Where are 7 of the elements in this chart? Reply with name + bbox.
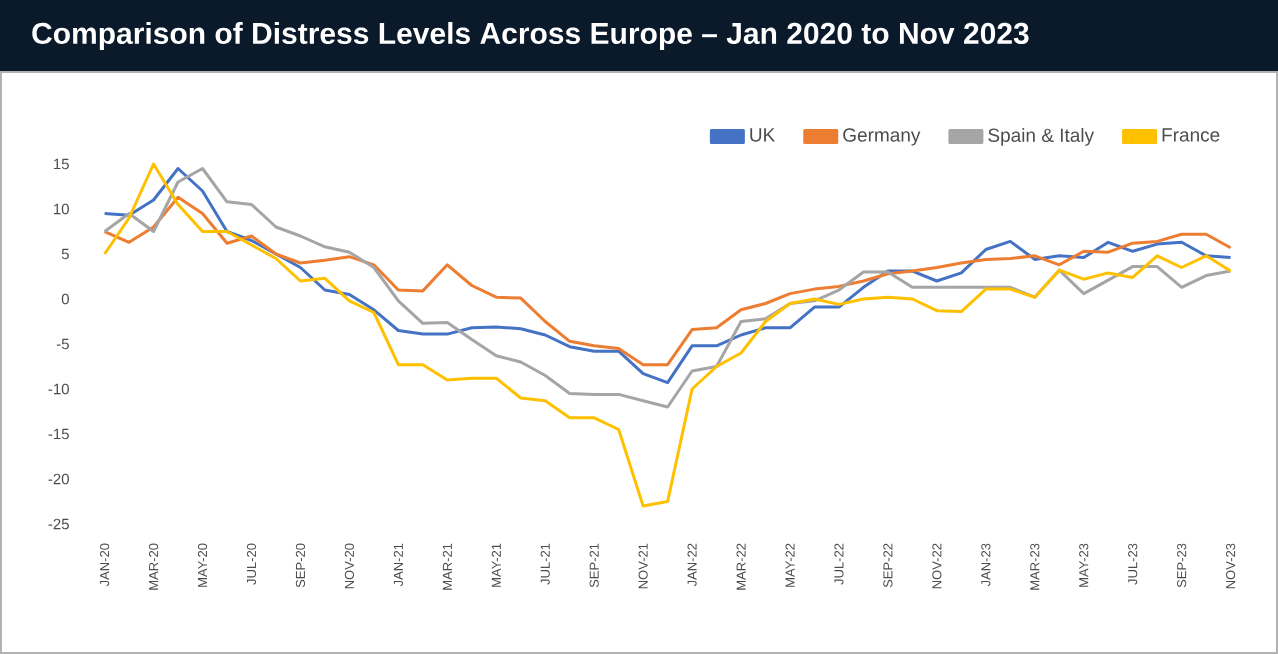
line-series [103,162,1233,508]
legend-label: Germany [843,128,921,146]
legend-label: France [1162,128,1220,142]
legend-label: Spain & Italy [988,128,1095,146]
line-series [103,195,1233,367]
chart-title: Comparison of Distress Levels Across Europe – Jan 2020 to Nov 2023 [32,22,1029,50]
legend-label: UK [750,128,776,142]
